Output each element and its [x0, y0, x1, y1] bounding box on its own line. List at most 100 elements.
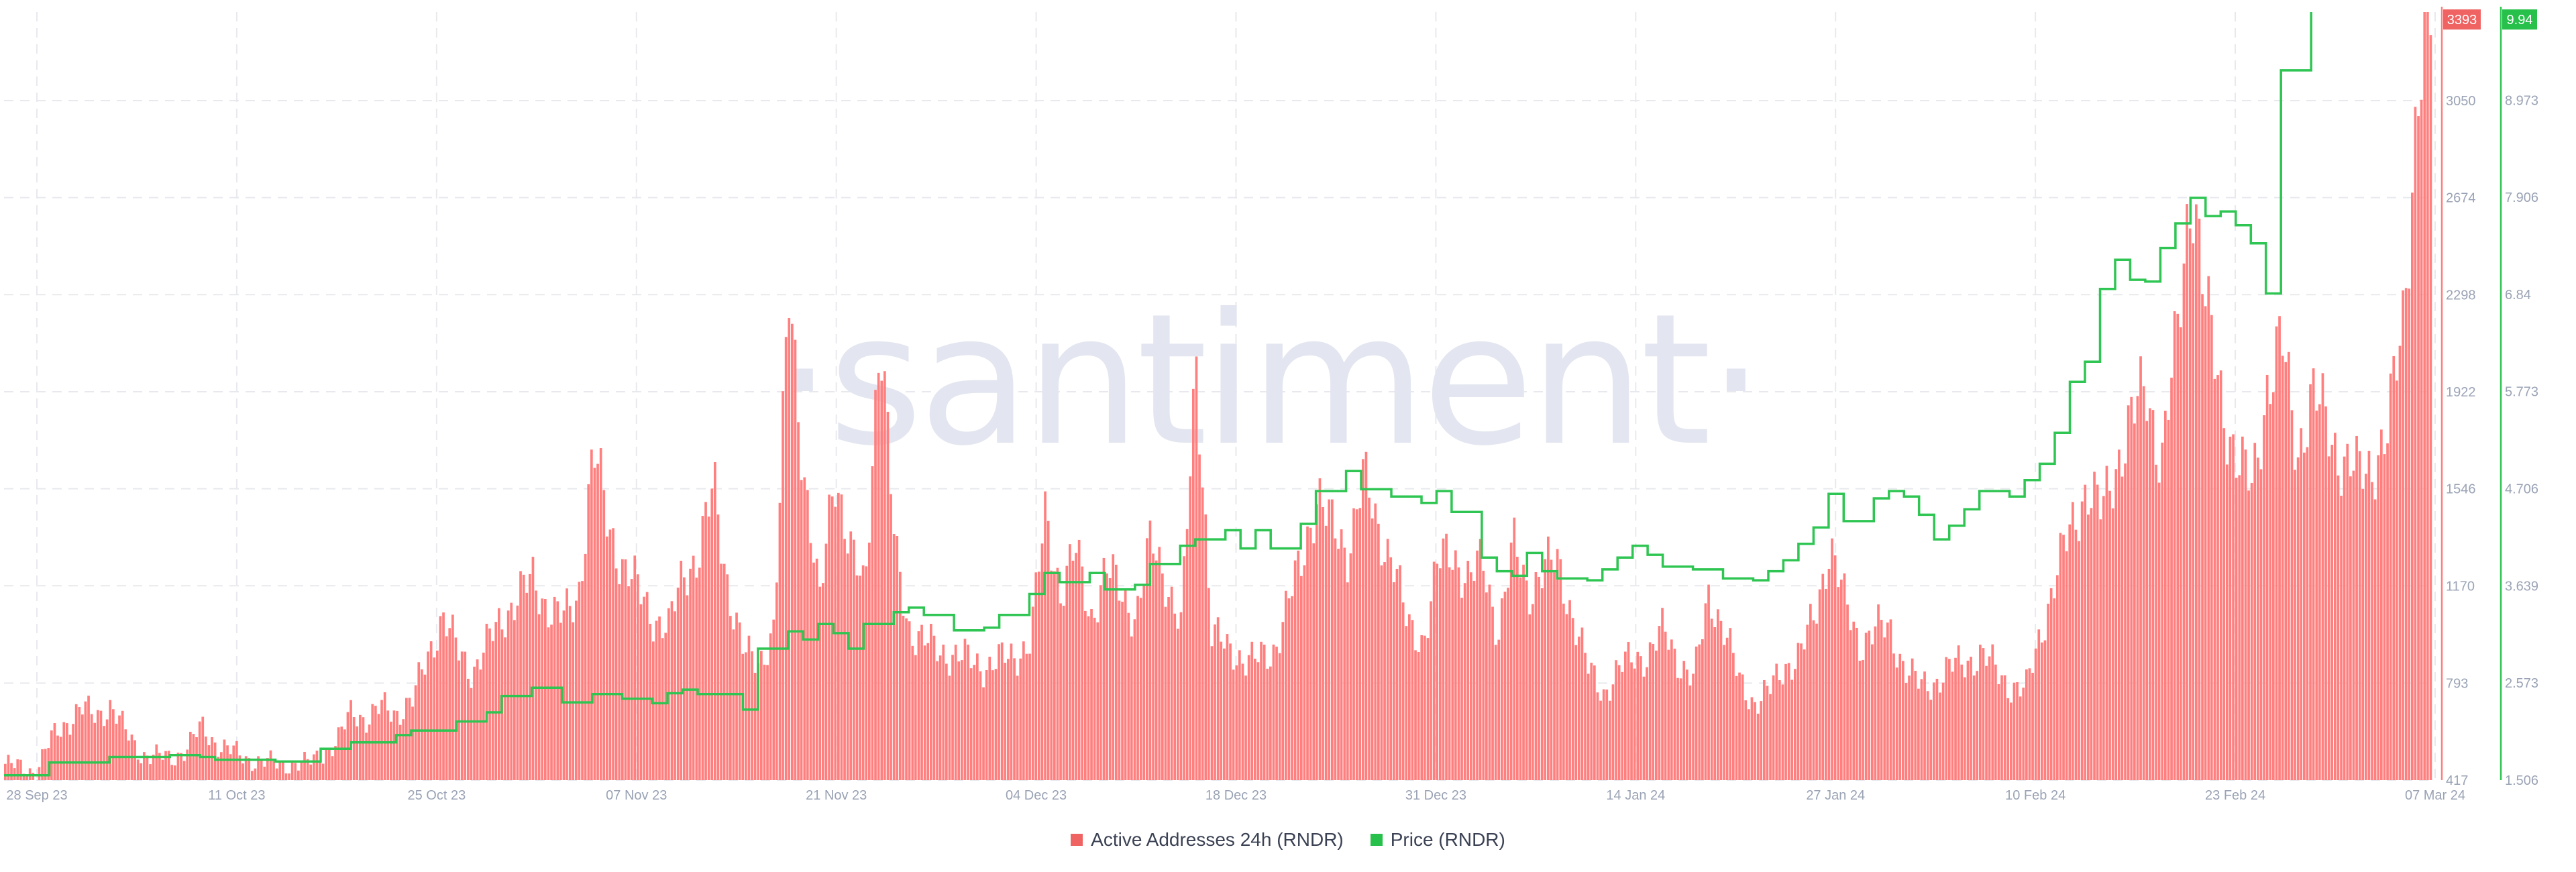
address-bar — [226, 745, 229, 780]
address-bar — [325, 749, 328, 780]
legend-item-addresses[interactable]: Active Addresses 24h (RNDR) — [1071, 829, 1344, 851]
address-bar — [1815, 623, 1818, 780]
address-bar — [1155, 560, 1158, 780]
address-bar — [2056, 575, 2059, 780]
address-bar — [1420, 635, 1424, 780]
address-bar — [1266, 668, 1269, 780]
address-bar — [751, 651, 753, 780]
address-bar — [1553, 572, 1556, 780]
address-bar — [1069, 544, 1071, 780]
address-bar — [164, 751, 167, 780]
address-bar — [1892, 653, 1895, 780]
address-bar — [680, 560, 683, 780]
address-bar — [674, 611, 676, 780]
address-bar — [1275, 647, 1278, 780]
address-bar — [53, 723, 56, 780]
legend-item-price[interactable]: Price (RNDR) — [1370, 829, 1505, 851]
address-bar — [1812, 620, 1815, 780]
address-bar — [1124, 589, 1127, 780]
address-bar — [643, 596, 645, 780]
address-bar — [1756, 713, 1760, 780]
address-bar — [1964, 677, 1966, 780]
address-bar — [531, 557, 535, 780]
address-bar — [66, 723, 68, 780]
address-bar — [2408, 288, 2411, 780]
address-bar — [1754, 702, 1756, 780]
x-axis-tick: 07 Mar 24 — [2405, 788, 2465, 803]
address-bar — [510, 602, 513, 780]
axis-labels: 417 793 1170 1546 1922 2298 2674 3050 1.506 2.573… — [6, 93, 2538, 803]
address-bar — [612, 528, 614, 780]
address-bar — [1590, 662, 1593, 780]
address-bar — [1578, 637, 1580, 780]
address-bar — [2222, 428, 2226, 780]
address-bar — [229, 754, 232, 780]
address-bar — [1071, 560, 1075, 780]
address-bar — [10, 763, 13, 780]
address-bar — [1707, 584, 1710, 780]
address-bar — [859, 576, 861, 780]
address-bar — [2062, 535, 2065, 780]
address-bar — [257, 756, 260, 780]
address-bar — [127, 741, 130, 780]
x-axis-tick: 25 Oct 23 — [407, 788, 466, 803]
address-bar — [1803, 649, 1806, 780]
address-bar — [2188, 228, 2192, 780]
address-bar — [1833, 555, 1837, 780]
address-bar — [396, 710, 398, 780]
address-bar — [2253, 443, 2257, 780]
address-bar — [1658, 626, 1661, 780]
address-bar — [1383, 562, 1386, 780]
address-bar — [1800, 643, 1803, 780]
axes: 3393 9.94 — [2440, 7, 2537, 780]
address-bar — [1108, 578, 1112, 780]
address-bar — [2127, 405, 2130, 780]
address-bar — [2398, 345, 2402, 780]
address-bar — [408, 698, 411, 780]
address-bar — [2037, 629, 2041, 780]
address-bar — [2290, 410, 2294, 780]
address-bar — [1053, 571, 1056, 780]
address-bar — [822, 583, 824, 780]
address-bar — [1917, 688, 1920, 780]
address-bar — [991, 670, 994, 780]
address-bar — [451, 614, 454, 780]
address-bar — [1106, 573, 1108, 780]
right-axis-tick: 4.706 — [2505, 482, 2538, 497]
address-bar — [1146, 538, 1148, 780]
address-bar — [1849, 630, 1852, 780]
address-bar — [1827, 568, 1831, 780]
address-bar — [7, 755, 10, 780]
address-bar — [2327, 456, 2330, 780]
address-bar — [1192, 388, 1195, 780]
address-bar — [976, 653, 979, 780]
address-bar — [2010, 702, 2012, 780]
address-bar — [343, 729, 346, 780]
address-bar — [4, 763, 7, 780]
address-bar — [1627, 641, 1630, 780]
address-bar — [488, 628, 491, 780]
address-bar — [658, 616, 661, 780]
address-bar — [2074, 529, 2078, 780]
address-bar — [2151, 410, 2155, 780]
address-value-label: 3393 — [2447, 13, 2477, 28]
address-bar — [1470, 572, 1472, 780]
address-bar — [105, 719, 109, 780]
address-bar — [2411, 193, 2414, 780]
address-bar — [896, 535, 899, 780]
address-bar — [2315, 411, 2318, 780]
address-bar — [948, 675, 951, 780]
address-bar — [683, 577, 686, 780]
address-bar — [112, 709, 115, 780]
address-bar — [1713, 626, 1717, 780]
address-bar — [1584, 653, 1587, 780]
address-bar — [1152, 553, 1155, 780]
address-bar — [1646, 667, 1648, 780]
address-bar — [982, 687, 985, 780]
address-bar — [1784, 663, 1787, 780]
address-bar — [1889, 619, 1892, 780]
address-bar — [290, 761, 294, 780]
address-bar — [1133, 619, 1136, 780]
address-bar — [1479, 539, 1482, 780]
address-bar — [516, 605, 519, 780]
